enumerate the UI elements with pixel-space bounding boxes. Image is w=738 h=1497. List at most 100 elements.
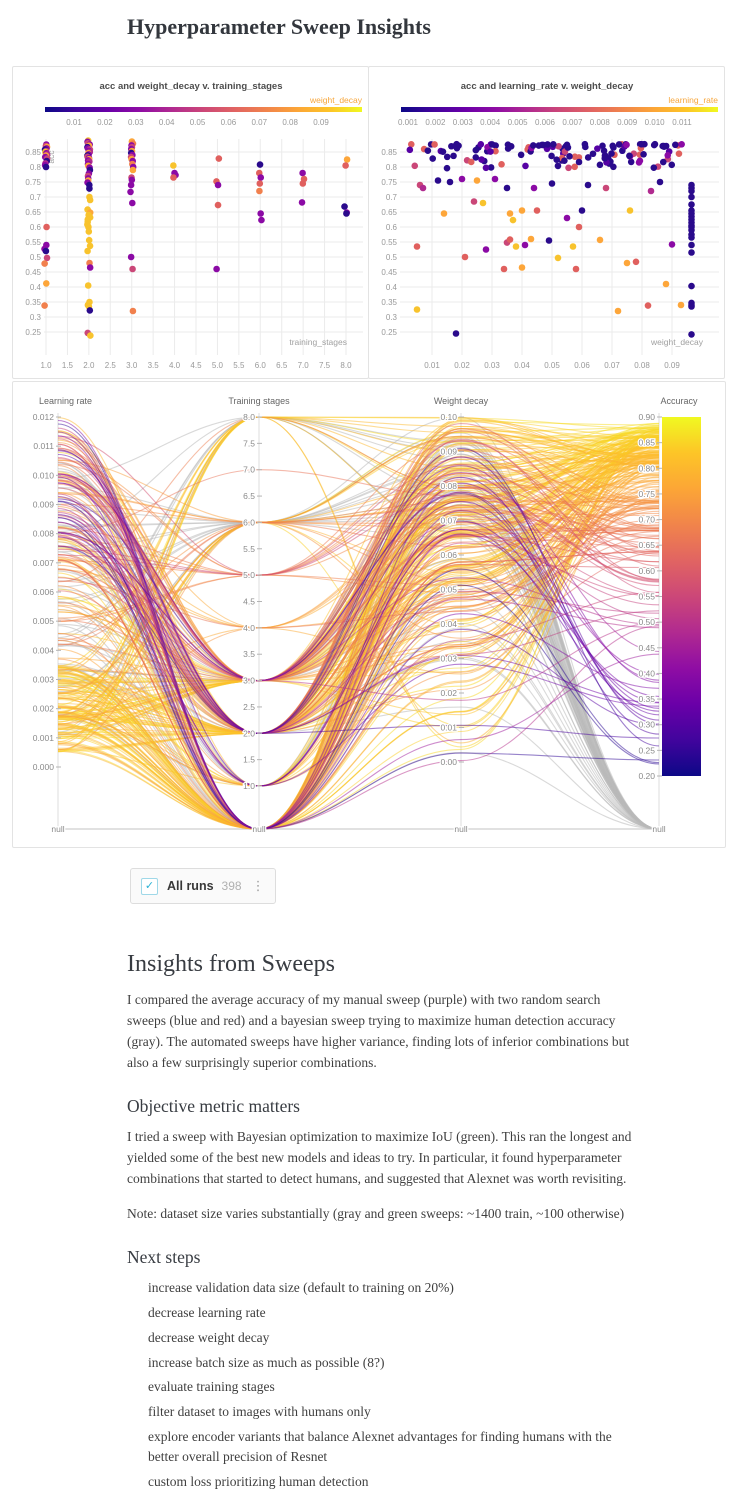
svg-text:4.5: 4.5	[190, 361, 202, 370]
svg-text:0.65: 0.65	[381, 208, 397, 217]
svg-text:0.04: 0.04	[159, 118, 175, 127]
paragraph-note: Note: dataset size varies substantially …	[127, 1206, 625, 1222]
svg-text:0.005: 0.005	[508, 118, 529, 127]
svg-text:0.75: 0.75	[25, 178, 41, 187]
svg-text:Training stages: Training stages	[228, 396, 290, 406]
paragraph-objective-metric: I tried a sweep with Bayesian optimizati…	[127, 1128, 632, 1186]
svg-text:0.20: 0.20	[638, 771, 655, 781]
list-item: increase batch size as much as possible …	[148, 1354, 385, 1370]
svg-text:0.05: 0.05	[544, 361, 560, 370]
svg-text:0.07: 0.07	[251, 118, 267, 127]
svg-text:0.09: 0.09	[664, 361, 680, 370]
svg-text:1.0: 1.0	[40, 361, 52, 370]
svg-text:0.65: 0.65	[25, 208, 41, 217]
scatter-plot-weight-decay-v-training-stages[interactable]: acc and weight_decay v. training_stagesw…	[13, 67, 368, 378]
svg-text:0.30: 0.30	[638, 720, 655, 730]
svg-text:5.0: 5.0	[212, 361, 224, 370]
svg-text:0.02: 0.02	[97, 118, 113, 127]
svg-text:4.0: 4.0	[169, 361, 181, 370]
svg-text:0.60: 0.60	[638, 566, 655, 576]
svg-text:0.5: 0.5	[386, 253, 398, 262]
svg-text:0.85: 0.85	[638, 438, 655, 448]
svg-text:0.10: 0.10	[440, 412, 457, 422]
svg-text:8.0: 8.0	[340, 361, 352, 370]
svg-text:0.45: 0.45	[25, 268, 41, 277]
list-item: increase validation data size (default t…	[148, 1280, 454, 1296]
svg-text:0.6: 0.6	[30, 223, 42, 232]
svg-text:0.007: 0.007	[562, 118, 583, 127]
kebab-menu-icon[interactable]: ⋮	[251, 878, 265, 894]
svg-text:Learning rate: Learning rate	[39, 396, 92, 406]
svg-text:weight_decay: weight_decay	[309, 95, 363, 105]
svg-text:0.011: 0.011	[672, 118, 692, 127]
panel-scatter-learning-rate: acc and learning_rate v. weight_decay lea…	[368, 66, 725, 379]
svg-text:0.45: 0.45	[638, 643, 655, 653]
svg-text:0.05: 0.05	[440, 585, 457, 595]
svg-text:0.55: 0.55	[638, 592, 655, 602]
list-item: filter dataset to images with humans onl…	[148, 1404, 371, 1420]
scatter-plot-learning-rate-v-weight-decay[interactable]: acc and learning_rate v. weight_decaylea…	[369, 67, 724, 378]
svg-text:0.03: 0.03	[128, 118, 144, 127]
section-heading-insights: Insights from Sweeps	[127, 951, 335, 977]
svg-text:0.004: 0.004	[480, 118, 501, 127]
svg-text:0.8: 0.8	[386, 163, 398, 172]
svg-text:0.85: 0.85	[381, 148, 397, 157]
svg-text:0.07: 0.07	[604, 361, 620, 370]
svg-text:0.55: 0.55	[25, 238, 41, 247]
svg-text:0.01: 0.01	[440, 723, 457, 733]
svg-text:4.0: 4.0	[243, 623, 255, 633]
svg-text:training_stages: training_stages	[289, 337, 347, 347]
svg-text:0.25: 0.25	[381, 328, 397, 337]
svg-text:weight_decay: weight_decay	[650, 337, 704, 347]
svg-text:0.65: 0.65	[638, 540, 655, 550]
svg-text:0.000: 0.000	[33, 762, 55, 772]
list-item: evaluate training stages	[148, 1379, 275, 1395]
svg-text:5.5: 5.5	[233, 361, 245, 370]
svg-text:0.55: 0.55	[381, 238, 397, 247]
svg-text:0.009: 0.009	[617, 118, 638, 127]
parallel-coordinates-plot[interactable]: Learning rate Training stages Weight decay…	[13, 382, 725, 847]
svg-text:0.6: 0.6	[386, 223, 398, 232]
svg-text:3.5: 3.5	[148, 361, 160, 370]
svg-text:0.09: 0.09	[440, 447, 457, 457]
runs-selector-chip[interactable]: ✓ All runs 398 ⋮	[130, 868, 276, 904]
svg-text:0.05: 0.05	[190, 118, 206, 127]
svg-text:3.0: 3.0	[126, 361, 138, 370]
svg-text:0.40: 0.40	[638, 668, 655, 678]
svg-text:0.06: 0.06	[221, 118, 237, 127]
svg-text:Weight decay: Weight decay	[434, 396, 489, 406]
svg-text:0.009: 0.009	[33, 500, 55, 510]
svg-text:0.004: 0.004	[33, 645, 55, 655]
svg-text:0.005: 0.005	[33, 616, 55, 626]
svg-text:0.002: 0.002	[425, 118, 446, 127]
svg-text:0.4: 0.4	[30, 283, 42, 292]
svg-text:0.07: 0.07	[440, 516, 457, 526]
list-item: explore encoder variants that balance Al…	[148, 1428, 612, 1465]
svg-text:0.25: 0.25	[638, 745, 655, 755]
svg-text:0.012: 0.012	[33, 412, 55, 422]
svg-text:0.006: 0.006	[33, 587, 55, 597]
svg-text:0.7: 0.7	[386, 193, 398, 202]
svg-text:0.003: 0.003	[453, 118, 474, 127]
svg-text:6.0: 6.0	[243, 517, 255, 527]
page-title: Hyperparameter Sweep Insights	[127, 14, 431, 39]
svg-text:0.03: 0.03	[484, 361, 500, 370]
svg-text:acc: acc	[46, 150, 56, 164]
svg-text:2.5: 2.5	[105, 361, 117, 370]
runs-checkbox[interactable]: ✓	[141, 877, 158, 895]
svg-text:0.50: 0.50	[638, 617, 655, 627]
svg-text:0.35: 0.35	[25, 298, 41, 307]
list-item: decrease weight decay	[148, 1329, 270, 1345]
svg-text:null: null	[652, 824, 665, 834]
svg-text:acc and weight_decay v. traini: acc and weight_decay v. training_stages	[99, 81, 282, 92]
svg-text:0.25: 0.25	[25, 328, 41, 337]
svg-text:0.03: 0.03	[440, 654, 457, 664]
svg-text:0.04: 0.04	[440, 619, 457, 629]
svg-text:learning_rate: learning_rate	[668, 95, 718, 105]
svg-text:0.08: 0.08	[440, 481, 457, 491]
svg-text:0.4: 0.4	[386, 283, 398, 292]
svg-text:0.80: 0.80	[638, 463, 655, 473]
svg-text:4.5: 4.5	[243, 597, 255, 607]
